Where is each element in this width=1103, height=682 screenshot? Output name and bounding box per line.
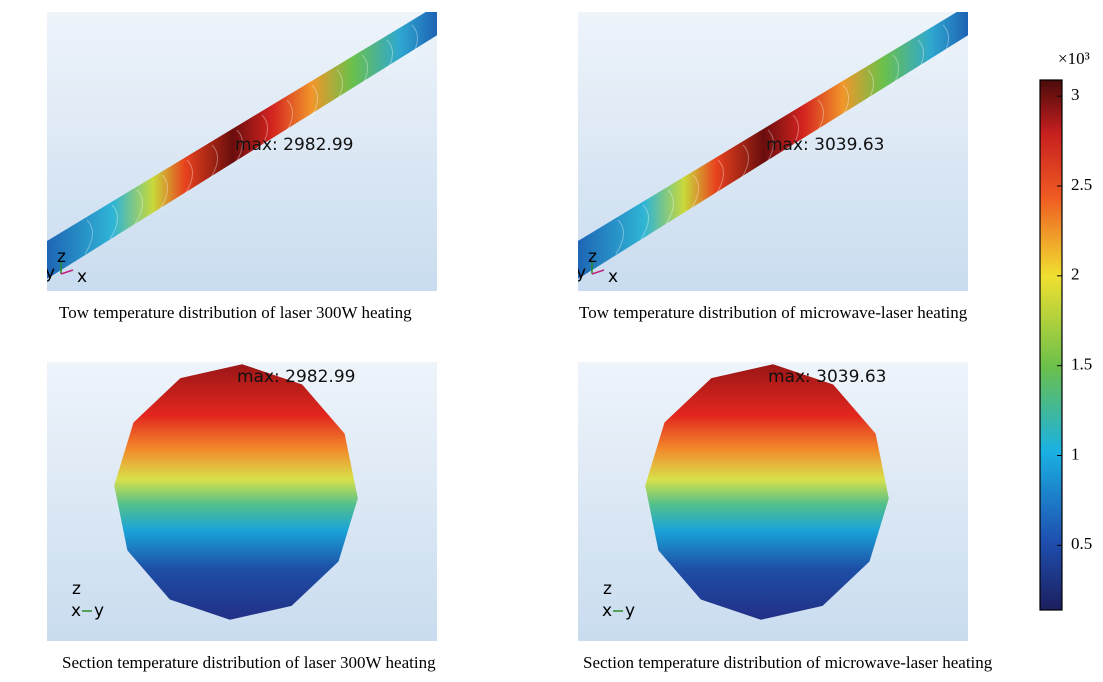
- axis-y: y: [45, 263, 55, 283]
- axis-y: y: [94, 601, 104, 621]
- panel: max: 3039.63 yzx: [576, 12, 968, 291]
- contour: [209, 144, 218, 180]
- max-label: max: 2982.99: [235, 135, 353, 155]
- max-label: max: 3039.63: [768, 367, 886, 387]
- axis-y: y: [625, 601, 635, 621]
- contour: [690, 174, 699, 210]
- contour: [865, 69, 874, 105]
- contour: [890, 54, 899, 90]
- section: [645, 364, 889, 620]
- axis-x: x: [602, 601, 612, 621]
- max-label: max: 3039.63: [766, 135, 884, 155]
- colorbar-tick-label: 1.5: [1071, 355, 1092, 374]
- contour: [309, 84, 318, 120]
- axis-z: z: [57, 247, 66, 267]
- triad: [60, 269, 74, 275]
- panel: max: 3039.63 zx y: [578, 362, 968, 641]
- contour: [790, 114, 799, 150]
- axis-y: y: [576, 263, 586, 283]
- section: [114, 364, 358, 620]
- tow: [47, 12, 437, 279]
- triad: [591, 269, 605, 275]
- contour: [740, 144, 749, 180]
- tow: [578, 12, 968, 279]
- contour: [109, 204, 118, 240]
- panel: max: 2982.99 yzx: [45, 12, 437, 291]
- axis-x: x: [608, 267, 618, 287]
- contour: [615, 219, 624, 255]
- contour: [84, 219, 93, 255]
- contour: [359, 54, 368, 90]
- contour: [134, 189, 143, 225]
- contour: [184, 159, 193, 195]
- contour: [765, 129, 774, 165]
- contour: [334, 69, 343, 105]
- contour: [259, 114, 268, 150]
- contour: [715, 159, 724, 195]
- axis-x: x: [77, 267, 87, 287]
- max-label: max: 2982.99: [237, 367, 355, 387]
- contour: [840, 84, 849, 120]
- contour: [234, 129, 243, 165]
- contour: [915, 39, 924, 75]
- contour: [384, 39, 393, 75]
- contour: [409, 24, 418, 60]
- contour: [815, 99, 824, 135]
- caption: Tow temperature distribution of microwav…: [579, 303, 968, 322]
- contour: [640, 204, 649, 240]
- axis-x: x: [71, 601, 81, 621]
- caption: Section temperature distribution of lase…: [62, 653, 436, 672]
- colorbar-tick-label: 3: [1071, 85, 1080, 104]
- caption: Tow temperature distribution of laser 30…: [59, 303, 412, 322]
- colorbar-unit: ×10³: [1058, 49, 1090, 68]
- colorbar-tick-label: 2.5: [1071, 175, 1092, 194]
- axis-z: z: [603, 579, 612, 599]
- contour: [159, 174, 168, 210]
- colorbar-tick-label: 1: [1071, 444, 1080, 463]
- contour: [284, 99, 293, 135]
- caption: Section temperature distribution of micr…: [583, 653, 993, 672]
- colorbar-tick-label: 2: [1071, 265, 1080, 284]
- colorbar: [1039, 79, 1063, 611]
- axis-z: z: [588, 247, 597, 267]
- contour: [665, 189, 674, 225]
- colorbar-tick-label: 0.5: [1071, 534, 1092, 553]
- contour: [940, 24, 949, 60]
- axis-z: z: [72, 579, 81, 599]
- panel: max: 2982.99 zx y: [47, 362, 437, 641]
